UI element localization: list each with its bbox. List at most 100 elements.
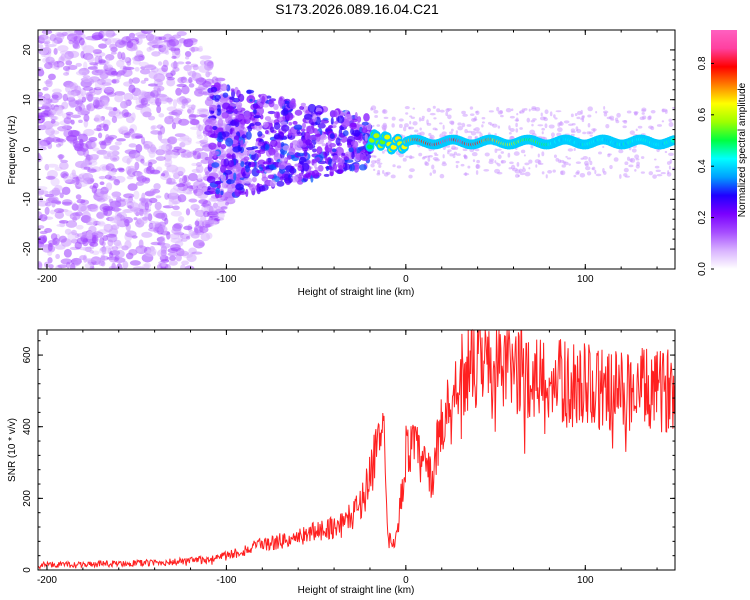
spectrogram-blob	[142, 216, 149, 221]
spectrogram-blob	[176, 83, 187, 88]
spectrogram-blob	[256, 169, 262, 174]
spectrogram-blob	[93, 116, 103, 123]
spectrogram-blob	[168, 198, 174, 208]
spectrogram-blob	[453, 147, 459, 150]
y-tick-label: 0	[22, 146, 33, 152]
spectrogram-blob	[70, 114, 82, 119]
spectrogram-blob	[376, 124, 381, 127]
spectrogram-blob	[273, 133, 281, 140]
spectrogram-blob	[510, 136, 515, 140]
spectrogram-blob	[105, 58, 110, 66]
spectrogram-blob	[373, 109, 379, 114]
spectrogram-blob	[114, 114, 125, 119]
spectrogram-blob	[475, 164, 481, 169]
spectrogram-blob	[103, 223, 114, 233]
spectrogram-blob	[338, 170, 343, 174]
spectrogram-blob	[442, 124, 445, 130]
spectrogram-blob	[487, 121, 492, 125]
signal-line-core	[670, 137, 675, 143]
spectrogram-blob	[231, 89, 236, 98]
spectrogram-blob	[96, 189, 108, 197]
spectrogram-blob	[72, 40, 80, 49]
spectrogram-blob	[202, 91, 209, 96]
spectrogram-blob	[470, 130, 477, 136]
spectrogram-blob	[576, 116, 581, 120]
spectrogram-blob	[49, 33, 57, 42]
spectrogram-blob	[184, 50, 192, 58]
spectrogram-blob	[148, 222, 154, 230]
spectrogram-blob	[151, 51, 161, 57]
spectrogram-blob	[208, 219, 215, 224]
spectrogram-blob	[42, 86, 49, 91]
spectrogram-blob	[69, 212, 81, 221]
spectrogram-blob	[648, 171, 654, 176]
spectrogram-blob	[233, 172, 237, 181]
spectrogram-blob	[641, 111, 645, 115]
colorbar-label: Normalized spectral amplitude	[737, 82, 748, 217]
spectrogram-blob	[429, 172, 432, 176]
spectrogram-blob	[114, 94, 124, 103]
spectrogram-blob	[311, 170, 320, 179]
spectrogram-blob	[342, 130, 349, 137]
spectrogram-blob	[158, 61, 163, 66]
spectrogram-blob	[51, 187, 61, 197]
spectrogram-blob	[100, 254, 106, 263]
spectrogram-blob	[130, 130, 136, 140]
spectrogram-blob	[140, 66, 146, 70]
spectrogram-blob	[169, 255, 176, 262]
spectrogram-blob	[192, 64, 199, 71]
spectrogram-blob	[105, 106, 114, 110]
spectrogram-blob	[48, 264, 54, 269]
spectrogram-blob	[167, 252, 179, 257]
spectrogram-blob	[170, 210, 183, 217]
spectrogram-blob	[523, 107, 528, 111]
spectrogram-blob	[134, 152, 142, 161]
spectrogram-blob	[207, 71, 213, 76]
spectrogram-blob	[455, 164, 459, 169]
spectrogram-blob	[270, 139, 278, 148]
spectrogram-blob	[391, 123, 395, 128]
spectrogram-blob	[124, 240, 132, 249]
spectrogram-blob	[112, 206, 120, 213]
spectrogram-blob	[50, 177, 60, 187]
spectrogram-blob	[351, 141, 355, 146]
spectrogram-blob	[474, 135, 479, 140]
spectrogram-blob	[445, 108, 450, 113]
spectrogram-blob	[258, 185, 266, 192]
spectrogram-blob	[207, 92, 214, 96]
spectrogram-blob	[289, 101, 297, 110]
spectrogram-blob	[457, 122, 462, 126]
spectrogram-blob	[203, 136, 209, 143]
spectrogram-blob	[557, 122, 561, 127]
spectrogram-blob	[170, 61, 179, 69]
spectrogram-blob	[182, 175, 188, 184]
spectrogram-blob	[619, 174, 622, 179]
spectrogram-blob	[653, 158, 657, 161]
spectrogram-blob	[207, 205, 217, 212]
spectrogram-blob	[91, 141, 98, 148]
spectrogram-blob	[418, 152, 423, 157]
spectrogram-blob	[155, 195, 162, 199]
spectrogram-blob	[46, 163, 59, 168]
spectrogram-blob	[220, 190, 224, 196]
spectrogram-blob	[356, 123, 360, 132]
spectrogram-blob	[76, 224, 84, 230]
spectrogram-blob	[291, 140, 300, 146]
spectrogram-blob	[66, 33, 78, 42]
spectrogram-blob	[583, 160, 589, 166]
spectrogram-blob	[441, 131, 447, 135]
spectrogram-blob	[145, 94, 151, 102]
spectrogram-blob	[71, 229, 77, 236]
spectrogram-x-axis-label: Height of straight line (km)	[298, 287, 415, 298]
spectrogram-blob	[347, 144, 352, 149]
spectrogram-blob	[528, 167, 531, 170]
spectrogram-blob	[439, 122, 443, 125]
spectrogram-blob	[58, 154, 63, 161]
spectrogram-blob	[328, 125, 333, 129]
spectrogram-blob	[174, 166, 186, 175]
spectrogram-blob	[623, 167, 629, 173]
spectrogram-blob	[494, 133, 497, 136]
spectrogram-blob	[230, 88, 235, 92]
spectrogram-blob	[409, 115, 413, 118]
